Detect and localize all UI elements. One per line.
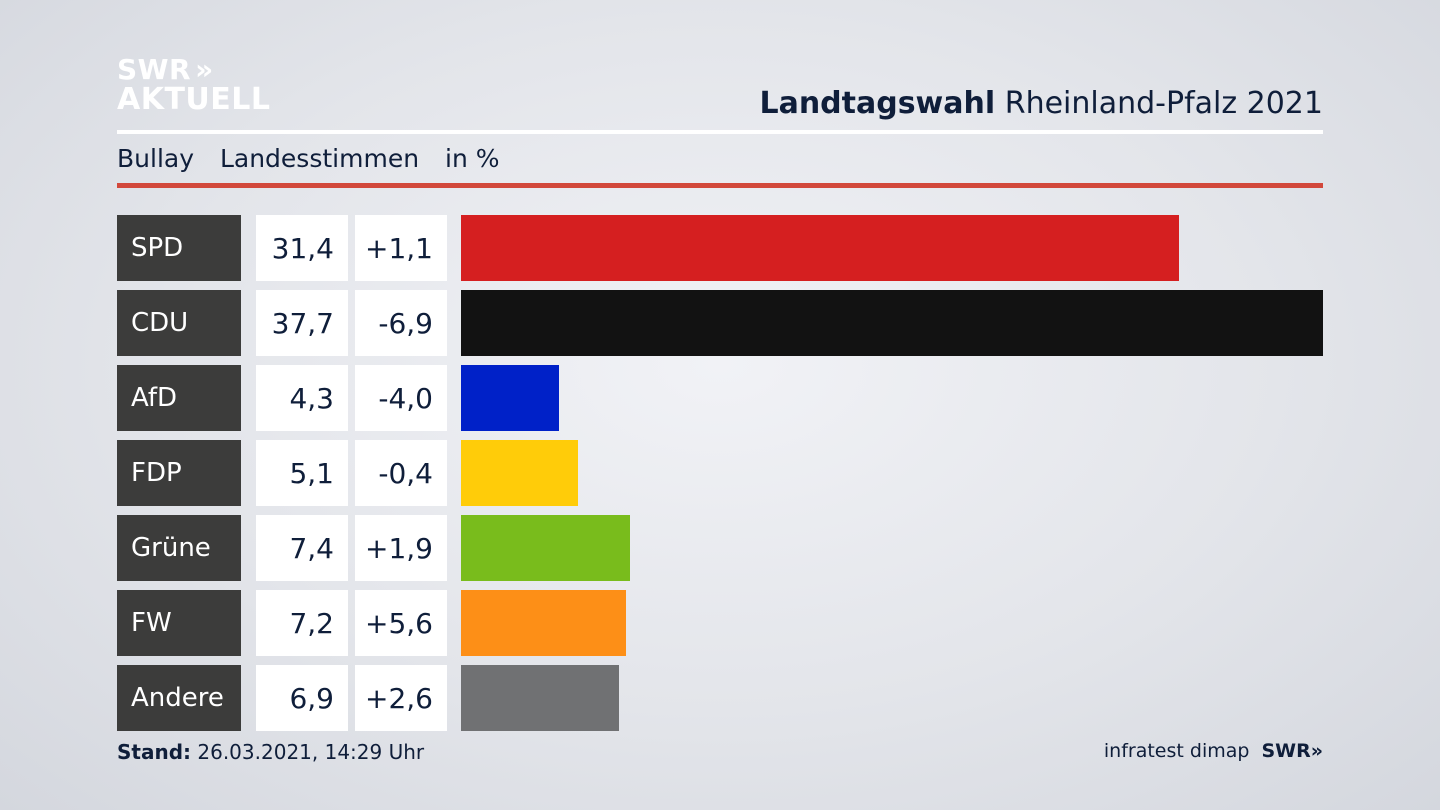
- bar: [461, 290, 1323, 356]
- bar-row: SPD 31,4 +1,1: [117, 215, 1323, 281]
- bar: [461, 215, 1179, 281]
- bar: [461, 665, 619, 731]
- party-label: FW: [117, 590, 241, 656]
- subtitle-unit: in %: [445, 144, 500, 173]
- stand-timestamp: Stand: 26.03.2021, 14:29 Uhr: [117, 740, 425, 764]
- value-label: 7,2: [256, 590, 348, 656]
- party-label: Grüne: [117, 515, 241, 581]
- diff-label: +1,9: [355, 515, 447, 581]
- bar-row: FW 7,2 +5,6: [117, 590, 1323, 656]
- diff-label: +1,1: [355, 215, 447, 281]
- header-divider: [117, 130, 1323, 134]
- accent-divider: [117, 183, 1323, 188]
- bar-row: Andere 6,9 +2,6: [117, 665, 1323, 731]
- bar: [461, 365, 559, 431]
- bar-row: AfD 4,3 -4,0: [117, 365, 1323, 431]
- chevrons-icon: »: [195, 53, 213, 86]
- diff-label: -4,0: [355, 365, 447, 431]
- bar-row: CDU 37,7 -6,9: [117, 290, 1323, 356]
- value-label: 6,9: [256, 665, 348, 731]
- page-title: Landtagswahl Rheinland-Pfalz 2021: [759, 86, 1323, 121]
- party-label: SPD: [117, 215, 241, 281]
- value-label: 37,7: [256, 290, 348, 356]
- party-label: AfD: [117, 365, 241, 431]
- subtitle-measure: Landesstimmen: [219, 144, 420, 173]
- bar-row: FDP 5,1 -0,4: [117, 440, 1323, 506]
- bar: [461, 440, 578, 506]
- value-label: 5,1: [256, 440, 348, 506]
- chart-subtitle: Bullay Landesstimmen in %: [117, 144, 518, 173]
- diff-label: -6,9: [355, 290, 447, 356]
- party-label: FDP: [117, 440, 241, 506]
- value-label: 7,4: [256, 515, 348, 581]
- source-text: infratest dimap: [1103, 740, 1250, 762]
- title-bold: Landtagswahl: [759, 86, 996, 121]
- subtitle-place: Bullay: [117, 144, 195, 173]
- party-label: CDU: [117, 290, 241, 356]
- source-credit: infratest dimap SWR»: [1104, 740, 1323, 762]
- bar: [461, 590, 626, 656]
- title-rest: Rheinland-Pfalz 2021: [1004, 86, 1323, 121]
- swr-logo: SWR»: [1261, 740, 1323, 762]
- diff-label: +2,6: [355, 665, 447, 731]
- party-label: Andere: [117, 665, 241, 731]
- bar: [461, 515, 630, 581]
- swr-aktuell-logo: SWR» AKTUELL: [117, 53, 271, 117]
- value-label: 31,4: [256, 215, 348, 281]
- bar-row: Grüne 7,4 +1,9: [117, 515, 1323, 581]
- diff-label: +5,6: [355, 590, 447, 656]
- value-label: 4,3: [256, 365, 348, 431]
- diff-label: -0,4: [355, 440, 447, 506]
